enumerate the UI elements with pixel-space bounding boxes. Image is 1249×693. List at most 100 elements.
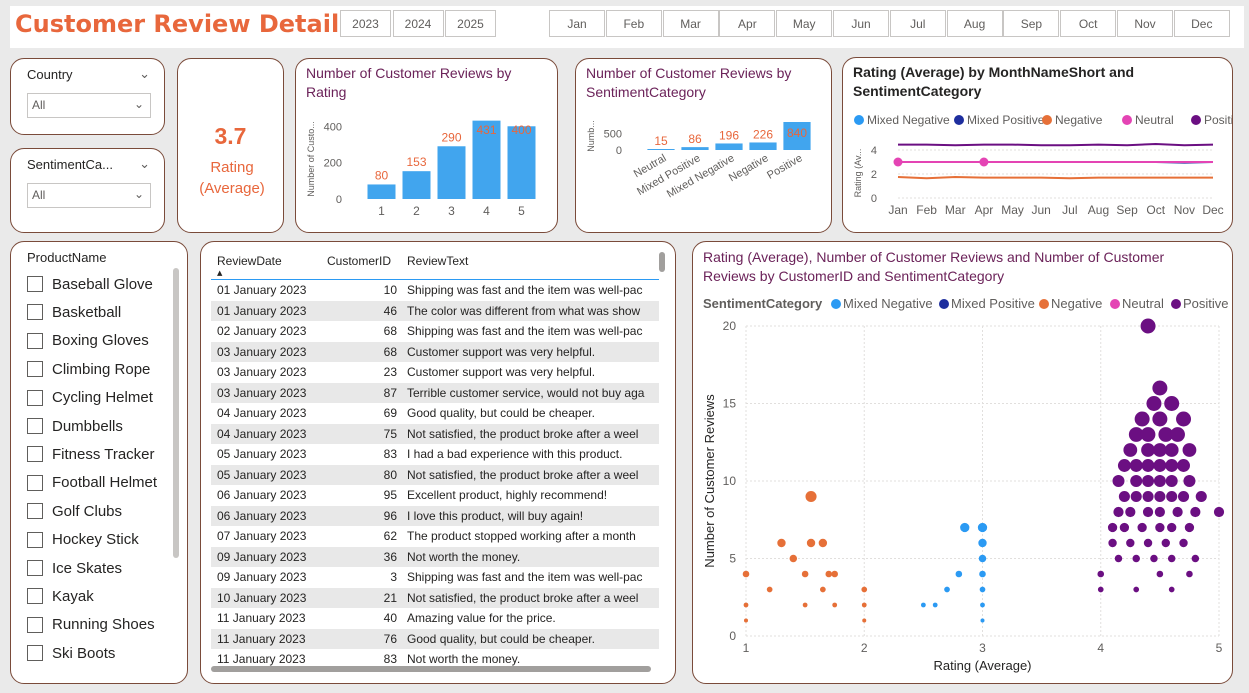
- scatter-point[interactable]: [820, 586, 826, 593]
- scatter-point[interactable]: [1152, 443, 1167, 457]
- checkbox[interactable]: [27, 474, 43, 491]
- scatter-point[interactable]: [1186, 570, 1193, 578]
- scatter-point[interactable]: [1150, 554, 1158, 563]
- product-item[interactable]: Running Shoes: [27, 614, 155, 636]
- product-item[interactable]: Fitness Tracker: [27, 443, 155, 465]
- product-item[interactable]: Ice Skates: [27, 557, 122, 579]
- scatter-point[interactable]: [1183, 475, 1196, 487]
- scatter-point[interactable]: [766, 586, 773, 593]
- scatter-point[interactable]: [1142, 490, 1154, 503]
- bar-mixed-negative[interactable]: [715, 143, 743, 150]
- scatter-point[interactable]: [1097, 586, 1104, 593]
- scatter-point[interactable]: [1143, 538, 1153, 548]
- scatter-point[interactable]: [1140, 427, 1156, 442]
- scatter-point[interactable]: [1172, 506, 1183, 518]
- table-row[interactable]: 09 January 2023 36 Not worth the money.: [211, 546, 659, 567]
- scatter-point[interactable]: [1126, 538, 1135, 548]
- scatter-point[interactable]: [1140, 318, 1156, 334]
- scatter-point[interactable]: [802, 602, 808, 608]
- product-item[interactable]: Kayak: [27, 585, 94, 607]
- table-row[interactable]: 01 January 2023 46 The color was different…: [211, 300, 659, 321]
- table-row[interactable]: 01 January 2023 10 Shipping was fast and t…: [211, 280, 659, 301]
- scatter-point[interactable]: [1177, 459, 1190, 472]
- scatter-point[interactable]: [980, 618, 985, 623]
- month-button-mar[interactable]: Mar: [662, 10, 719, 37]
- bar-negative[interactable]: [749, 142, 777, 150]
- scatter-point[interactable]: [1190, 506, 1201, 518]
- scatter-point[interactable]: [977, 522, 988, 533]
- checkbox[interactable]: [27, 531, 43, 548]
- bar-1[interactable]: [367, 184, 396, 199]
- product-item[interactable]: Golf Clubs: [27, 500, 122, 522]
- month-button-oct[interactable]: Oct: [1060, 10, 1117, 37]
- scatter-point[interactable]: [1142, 506, 1154, 518]
- checkbox[interactable]: [27, 446, 43, 463]
- table-row[interactable]: 05 January 2023 80 Not satisfied, the prod…: [211, 464, 659, 485]
- product-item[interactable]: Ski Boots: [27, 642, 115, 664]
- bar-neutral[interactable]: [647, 149, 675, 150]
- product-list-scrollbar[interactable]: [173, 268, 179, 558]
- scatter-point[interactable]: [1113, 506, 1124, 518]
- scatter-point[interactable]: [1156, 570, 1164, 578]
- checkbox[interactable]: [27, 503, 43, 520]
- scatter-point[interactable]: [1119, 522, 1130, 533]
- scatter-point[interactable]: [1166, 490, 1178, 503]
- scatter-point[interactable]: [1132, 554, 1140, 563]
- checkbox[interactable]: [27, 276, 43, 292]
- scatter-point[interactable]: [1161, 538, 1170, 548]
- scatter-point[interactable]: [789, 554, 798, 563]
- table-row[interactable]: 06 January 2023 95 Excellent product, high…: [211, 485, 659, 506]
- scatter-point[interactable]: [979, 586, 986, 593]
- scatter-point[interactable]: [806, 538, 816, 548]
- scatter-point[interactable]: [1152, 411, 1168, 427]
- scatter-point[interactable]: [1191, 554, 1200, 563]
- scatter-point[interactable]: [1129, 459, 1143, 472]
- table-row[interactable]: 02 January 2023 68 Shipping was fast and t…: [211, 321, 659, 342]
- product-item[interactable]: Football Helmet: [27, 472, 157, 494]
- scatter-point[interactable]: [831, 570, 838, 578]
- scatter-point[interactable]: [1097, 570, 1105, 578]
- scatter-point[interactable]: [979, 570, 986, 578]
- scatter-point[interactable]: [818, 538, 828, 548]
- scatter-point[interactable]: [832, 602, 838, 608]
- scatter-point[interactable]: [1158, 427, 1174, 442]
- scatter-point[interactable]: [1213, 506, 1225, 518]
- scatter-point[interactable]: [1118, 490, 1130, 503]
- scatter-point[interactable]: [1176, 411, 1192, 427]
- product-item[interactable]: Dumbbells: [27, 415, 123, 437]
- checkbox[interactable]: [27, 389, 43, 406]
- scatter-point[interactable]: [1182, 443, 1197, 457]
- month-button-jun[interactable]: Jun: [833, 10, 889, 37]
- scatter-point[interactable]: [825, 570, 833, 578]
- scatter-point[interactable]: [1184, 522, 1195, 533]
- bar-positive[interactable]: [783, 122, 811, 150]
- month-button-jan[interactable]: Jan: [549, 10, 605, 37]
- table-row[interactable]: 05 January 2023 83 I had a bad experience …: [211, 444, 659, 465]
- scatter-point[interactable]: [1108, 538, 1117, 548]
- scatter-point[interactable]: [801, 570, 809, 578]
- year-button-2025[interactable]: 2025: [445, 10, 496, 37]
- month-button-aug[interactable]: Aug: [946, 10, 1003, 37]
- scatter-point[interactable]: [862, 618, 867, 623]
- scatter-point[interactable]: [1117, 459, 1131, 472]
- product-item[interactable]: Climbing Rope: [27, 358, 150, 380]
- sentiment-dropdown[interactable]: All ⌄: [27, 183, 151, 208]
- horizontal-scrollbar[interactable]: [211, 666, 651, 672]
- scatter-point[interactable]: [1141, 459, 1155, 472]
- scatter-point[interactable]: [1167, 554, 1176, 563]
- column-header-customerid[interactable]: CustomerID: [327, 254, 392, 268]
- checkbox[interactable]: [27, 616, 43, 633]
- checkbox[interactable]: [27, 332, 43, 349]
- month-button-feb[interactable]: Feb: [605, 10, 662, 37]
- bar-4[interactable]: [472, 120, 501, 199]
- vertical-scrollbar[interactable]: [659, 252, 665, 272]
- checkbox[interactable]: [27, 645, 43, 662]
- table-row[interactable]: 10 January 2023 21 Not satisfied, the prod…: [211, 587, 659, 608]
- checkbox[interactable]: [27, 304, 43, 321]
- table-row[interactable]: 03 January 2023 87 Terrible customer servi…: [211, 382, 659, 403]
- table-row[interactable]: 11 January 2023 76 Good quality, but could…: [211, 628, 659, 649]
- scatter-point[interactable]: [1128, 427, 1144, 442]
- scatter-point[interactable]: [1195, 490, 1207, 503]
- scatter-point[interactable]: [861, 586, 868, 593]
- bar-5[interactable]: [507, 126, 536, 199]
